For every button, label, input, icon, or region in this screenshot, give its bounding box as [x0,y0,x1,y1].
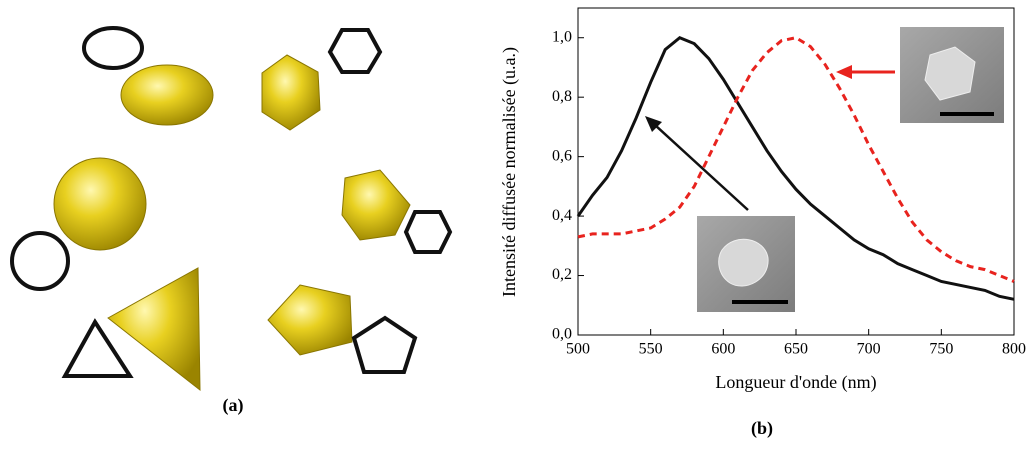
inset-bottom [697,216,795,312]
series-line [577,36,1015,283]
y-tick-label: 1,0 [552,28,572,45]
x-tick-label: 700 [857,341,881,358]
y-tick-label: 0,0 [552,326,572,343]
x-tick-label: 600 [711,341,735,358]
x-tick-label: 500 [566,341,590,358]
x-tick-label: 550 [639,341,663,358]
panel-label: (b) [751,418,773,439]
inset-top [900,27,1004,123]
panel-label: (a) [223,395,244,416]
y-tick-label: 0,6 [552,147,572,164]
panel-a-shapes [10,26,453,392]
series-line [576,36,1015,301]
y-tick-label: 0,4 [552,207,572,224]
x-axis-label: Longueur d'onde (nm) [715,372,876,393]
y-tick-label: 0,2 [552,266,572,283]
x-tick-label: 800 [1002,341,1026,358]
x-tick-label: 750 [929,341,953,358]
y-tick-label: 0,8 [552,88,572,105]
arrows [645,65,895,211]
y-axis-label: Intensité diffusée normalisée (u.a.) [499,47,520,297]
x-tick-label: 650 [784,341,808,358]
